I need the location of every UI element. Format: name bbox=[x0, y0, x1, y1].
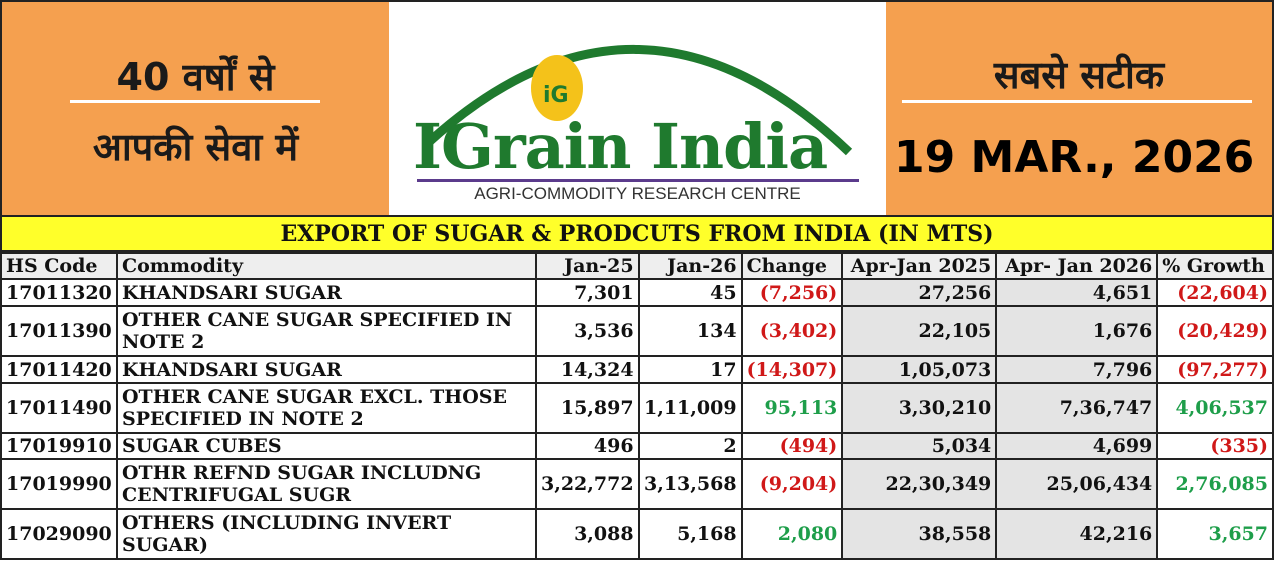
column-header: Apr- Jan 2026 bbox=[995, 252, 1159, 280]
growth-cell: (97,277) bbox=[1156, 355, 1274, 384]
growth-cell: (20,429) bbox=[1156, 305, 1274, 357]
change-cell: 2,080 bbox=[740, 508, 844, 560]
change-cell: (9,204) bbox=[740, 458, 844, 510]
column-header: Apr-Jan 2025 bbox=[841, 252, 998, 280]
jan-25-cell: 14,324 bbox=[535, 355, 640, 384]
change-cell: (7,256) bbox=[740, 278, 844, 307]
commodity-cell: OTHER CANE SUGAR SPECIFIED IN NOTE 2 bbox=[116, 305, 537, 357]
apr-jan-2025-cell: 22,30,349 bbox=[841, 458, 998, 510]
tagline-accurate: सबसे सटीक bbox=[993, 53, 1165, 97]
export-table: HS Code Commodity Jan-25 Jan-26 Change Apr-Ja… bbox=[0, 252, 1274, 560]
jan-26-cell: 2 bbox=[637, 432, 743, 460]
brand-name: IGrain India bbox=[413, 110, 828, 183]
change-cell: (494) bbox=[740, 432, 844, 460]
apr-jan-2025-cell: 3,30,210 bbox=[841, 382, 998, 434]
apr-jan-2025-cell: 22,105 bbox=[841, 305, 998, 357]
column-header: Jan-25 bbox=[535, 252, 640, 280]
jan-26-cell: 45 bbox=[637, 278, 743, 307]
apr-jan-2025-cell: 1,05,073 bbox=[841, 355, 998, 384]
tagline-service: आपकी सेवा में bbox=[92, 125, 299, 169]
jan-26-cell: 17 bbox=[637, 355, 743, 384]
table-row: 17011320 KHANDSARI SUGAR 7,301 45 (7,256) 27,… bbox=[0, 278, 1274, 307]
header-banner: 40 वर्षों से आपकी सेवा में iG IGrain Ind… bbox=[0, 0, 1274, 217]
divider bbox=[70, 100, 320, 103]
hs-code-cell: 17019910 bbox=[0, 432, 118, 460]
growth-cell: (22,604) bbox=[1156, 278, 1274, 307]
commodity-cell: OTHERS (INCLUDING INVERT SUGAR) bbox=[116, 508, 537, 560]
jan-26-cell: 3,13,568 bbox=[637, 458, 743, 510]
apr-jan-2026-cell: 4,651 bbox=[995, 278, 1159, 307]
table-row: 17019910 SUGAR CUBES 496 2 (494) 5,034 4,699 (3… bbox=[0, 432, 1274, 460]
right-panel: सबसे सटीक 19 MAR., 2026 bbox=[886, 2, 1272, 215]
change-cell: (14,307) bbox=[740, 355, 844, 384]
jan-25-cell: 15,897 bbox=[535, 382, 640, 434]
table-row: 17011420 KHANDSARI SUGAR 14,324 17 (14,307) 1… bbox=[0, 355, 1274, 384]
left-panel: 40 वर्षों से आपकी सेवा में bbox=[2, 2, 389, 215]
apr-jan-2026-cell: 7,796 bbox=[995, 355, 1159, 384]
table-row: 17011390 OTHER CANE SUGAR SPECIFIED IN NO… bbox=[0, 305, 1274, 357]
jan-25-cell: 3,536 bbox=[535, 305, 640, 357]
column-header: Commodity bbox=[116, 252, 537, 280]
hs-code-cell: 17019990 bbox=[0, 458, 118, 510]
jan-25-cell: 3,088 bbox=[535, 508, 640, 560]
table-title: EXPORT OF SUGAR & PRODCUTS FROM INDIA (I… bbox=[0, 217, 1274, 252]
table-row: 17029090 OTHERS (INCLUDING INVERT SUGAR) 3… bbox=[0, 508, 1274, 560]
change-cell: 95,113 bbox=[740, 382, 844, 434]
jan-26-cell: 1,11,009 bbox=[637, 382, 743, 434]
brand-tagline: AGRI-COMMODITY RESEARCH CENTRE bbox=[474, 184, 801, 203]
apr-jan-2026-cell: 4,699 bbox=[995, 432, 1159, 460]
logo: iG IGrain India AGRI-COMMODITY RESEARCH … bbox=[389, 2, 886, 215]
hs-code-cell: 17011420 bbox=[0, 355, 118, 384]
column-header: % Growth bbox=[1156, 252, 1274, 280]
hs-code-cell: 17029090 bbox=[0, 508, 118, 560]
apr-jan-2026-cell: 25,06,434 bbox=[995, 458, 1159, 510]
table-row: 17019990 OTHR REFND SUGAR INCLUDNG CENTRI… bbox=[0, 458, 1274, 510]
commodity-cell: KHANDSARI SUGAR bbox=[116, 355, 537, 384]
divider bbox=[902, 100, 1252, 103]
column-header: Jan-26 bbox=[637, 252, 743, 280]
commodity-cell: OTHER CANE SUGAR EXCL. THOSE SPECIFIED I… bbox=[116, 382, 537, 434]
apr-jan-2026-cell: 42,216 bbox=[995, 508, 1159, 560]
hs-code-cell: 17011390 bbox=[0, 305, 118, 357]
column-header: HS Code bbox=[0, 252, 118, 280]
change-cell: (3,402) bbox=[740, 305, 844, 357]
jan-26-cell: 134 bbox=[637, 305, 743, 357]
jan-26-cell: 5,168 bbox=[637, 508, 743, 560]
commodity-cell: KHANDSARI SUGAR bbox=[116, 278, 537, 307]
table-row: 17011490 OTHER CANE SUGAR EXCL. THOSE SPE… bbox=[0, 382, 1274, 434]
commodity-cell: SUGAR CUBES bbox=[116, 432, 537, 460]
apr-jan-2026-cell: 1,676 bbox=[995, 305, 1159, 357]
growth-cell: (335) bbox=[1156, 432, 1274, 460]
svg-text:iG: iG bbox=[543, 83, 569, 108]
hs-code-cell: 17011320 bbox=[0, 278, 118, 307]
apr-jan-2025-cell: 27,256 bbox=[841, 278, 998, 307]
jan-25-cell: 7,301 bbox=[535, 278, 640, 307]
jan-25-cell: 3,22,772 bbox=[535, 458, 640, 510]
commodity-cell: OTHR REFND SUGAR INCLUDNG CENTRIFUGAL SU… bbox=[116, 458, 537, 510]
growth-cell: 3,657 bbox=[1156, 508, 1274, 560]
report-date: 19 MAR., 2026 bbox=[894, 132, 1255, 183]
logo-arc-icon: iG bbox=[425, 44, 853, 156]
column-header: Change bbox=[740, 252, 844, 280]
hs-code-cell: 17011490 bbox=[0, 382, 118, 434]
apr-jan-2025-cell: 38,558 bbox=[841, 508, 998, 560]
apr-jan-2025-cell: 5,034 bbox=[841, 432, 998, 460]
growth-cell: 2,76,085 bbox=[1156, 458, 1274, 510]
brand-underline bbox=[417, 179, 859, 182]
apr-jan-2026-cell: 7,36,747 bbox=[995, 382, 1159, 434]
tagline-years: 40 वर्षों से bbox=[116, 55, 275, 99]
jan-25-cell: 496 bbox=[535, 432, 640, 460]
growth-cell: 4,06,537 bbox=[1156, 382, 1274, 434]
